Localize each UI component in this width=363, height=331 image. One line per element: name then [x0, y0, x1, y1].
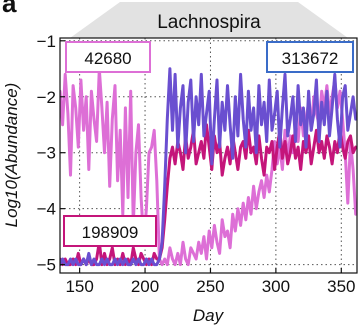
x-tick-label: 150 — [65, 277, 93, 296]
label-box-198909 — [63, 215, 157, 247]
y-tick-label: −1 — [37, 32, 56, 51]
ticks: 150 200 250 300 350 −1 −2 −3 −4 −5 — [37, 32, 356, 296]
y-axis-title: Log10(Abundance) — [2, 83, 21, 228]
label-text-198909: 198909 — [82, 223, 139, 242]
panel-letter: a — [2, 0, 17, 18]
y-tick-label: −5 — [37, 256, 56, 275]
x-tick-label: 200 — [131, 277, 159, 296]
label-box-313672 — [266, 41, 354, 73]
label-198909: 198909 — [63, 215, 157, 247]
label-text-313672: 313672 — [282, 49, 339, 68]
plot-frame — [59, 37, 358, 274]
label-313672: 313672 — [266, 41, 354, 73]
label-42680: 42680 — [65, 41, 151, 73]
y-tick-label: −2 — [37, 88, 56, 107]
y-tick-label: −4 — [37, 200, 56, 219]
x-axis-title: Day — [193, 306, 225, 325]
label-text-42680: 42680 — [84, 49, 131, 68]
x-tick-label: 250 — [196, 277, 224, 296]
title-tab — [70, 2, 348, 38]
chart-title: Lachnospira — [157, 12, 261, 33]
series-line-313672 — [60, 67, 357, 267]
y-tick-label: −3 — [37, 144, 56, 163]
series-layer — [60, 67, 357, 267]
label-box-42680 — [65, 41, 151, 73]
x-tick-label: 350 — [327, 277, 355, 296]
series-line-198909 — [60, 123, 357, 267]
x-tick-label: 300 — [262, 277, 290, 296]
